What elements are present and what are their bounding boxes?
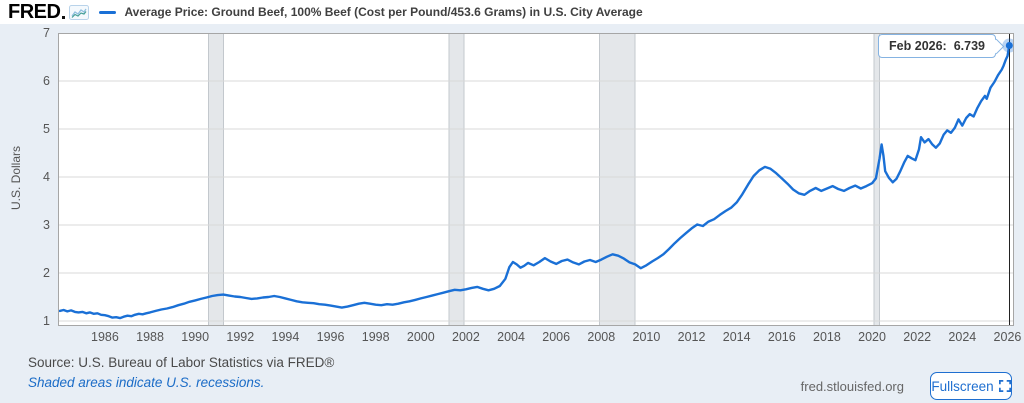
y-axis-tick-label: 7 — [43, 26, 50, 40]
x-axis-tick-label: 2018 — [813, 330, 841, 344]
x-axis-tick-label: 2006 — [542, 330, 571, 344]
x-axis-tick-label: 2024 — [948, 330, 977, 344]
fullscreen-button-label: Fullscreen — [931, 378, 994, 394]
x-axis-tick-label: 2022 — [903, 330, 932, 344]
y-axis-tick-label: 4 — [43, 170, 50, 184]
series-title[interactable]: Average Price: Ground Beef, 100% Beef (C… — [124, 5, 643, 19]
y-axis-tick-label: 6 — [43, 74, 50, 88]
price-line-series — [58, 44, 1011, 320]
x-axis-tick-label: 1986 — [91, 330, 119, 344]
x-axis-tick-label: 1996 — [316, 330, 345, 344]
plot-background — [58, 33, 1014, 326]
x-axis-tick-label: 2004 — [497, 330, 525, 344]
x-axis-tick-label: 2008 — [587, 330, 616, 344]
legend-line-swatch — [99, 10, 117, 14]
plot-border — [58, 33, 1014, 326]
last-point-marker — [1005, 42, 1013, 50]
fred-logo[interactable]: FRED — [8, 0, 90, 24]
x-axis-tick-label: 1990 — [181, 330, 210, 344]
fullscreen-button[interactable]: Fullscreen — [930, 372, 1012, 400]
recession-band — [448, 33, 465, 326]
y-axis-title: U.S. Dollars — [9, 146, 23, 211]
data-tooltip: Feb 2026: 6.739 — [878, 34, 996, 58]
fred-logo-sparkline-icon — [69, 4, 90, 20]
fullscreen-icon — [998, 380, 1011, 392]
header: FRED Average Price: Ground Beef, 100% Be… — [0, 0, 1024, 24]
recession-band — [207, 33, 224, 326]
recession-band — [599, 33, 636, 326]
y-axis-tick-label: 2 — [43, 266, 50, 280]
x-axis-tick-label: 1994 — [271, 330, 300, 344]
fred-logo-dot — [62, 15, 66, 19]
tooltip-value: 6.739 — [953, 39, 985, 53]
chart-plot-area[interactable] — [58, 33, 1014, 326]
x-axis-tick-label: 2012 — [677, 330, 706, 344]
x-axis-tick-label: 2002 — [452, 330, 480, 344]
x-axis-tick-label: 2000 — [406, 330, 435, 344]
x-axis-tick-label: 2010 — [632, 330, 661, 344]
tooltip-date-label: Feb 2026: — [889, 39, 947, 53]
recession-note-link[interactable]: Shaded areas indicate U.S. recessions. — [28, 375, 265, 390]
fred-logo-text: FRED — [8, 0, 61, 23]
x-axis-tick-label: 1988 — [136, 330, 164, 344]
y-axis-tick-label: 1 — [43, 314, 50, 328]
fred-site-link[interactable]: fred.stlouisfed.org — [800, 379, 904, 394]
x-axis-tick-label: 2020 — [858, 330, 886, 344]
x-axis-tick-label: 2026 — [993, 330, 1022, 344]
x-axis-tick-label: 2016 — [767, 330, 796, 344]
x-axis-tick-label: 2014 — [722, 330, 751, 344]
y-axis-tick-label: 5 — [43, 122, 50, 136]
y-axis-tick-label: 3 — [43, 218, 50, 232]
x-axis-tick-label: 1992 — [226, 330, 255, 344]
source-attribution: Source: U.S. Bureau of Labor Statistics … — [28, 355, 335, 370]
x-axis-tick-label: 1998 — [361, 330, 390, 344]
